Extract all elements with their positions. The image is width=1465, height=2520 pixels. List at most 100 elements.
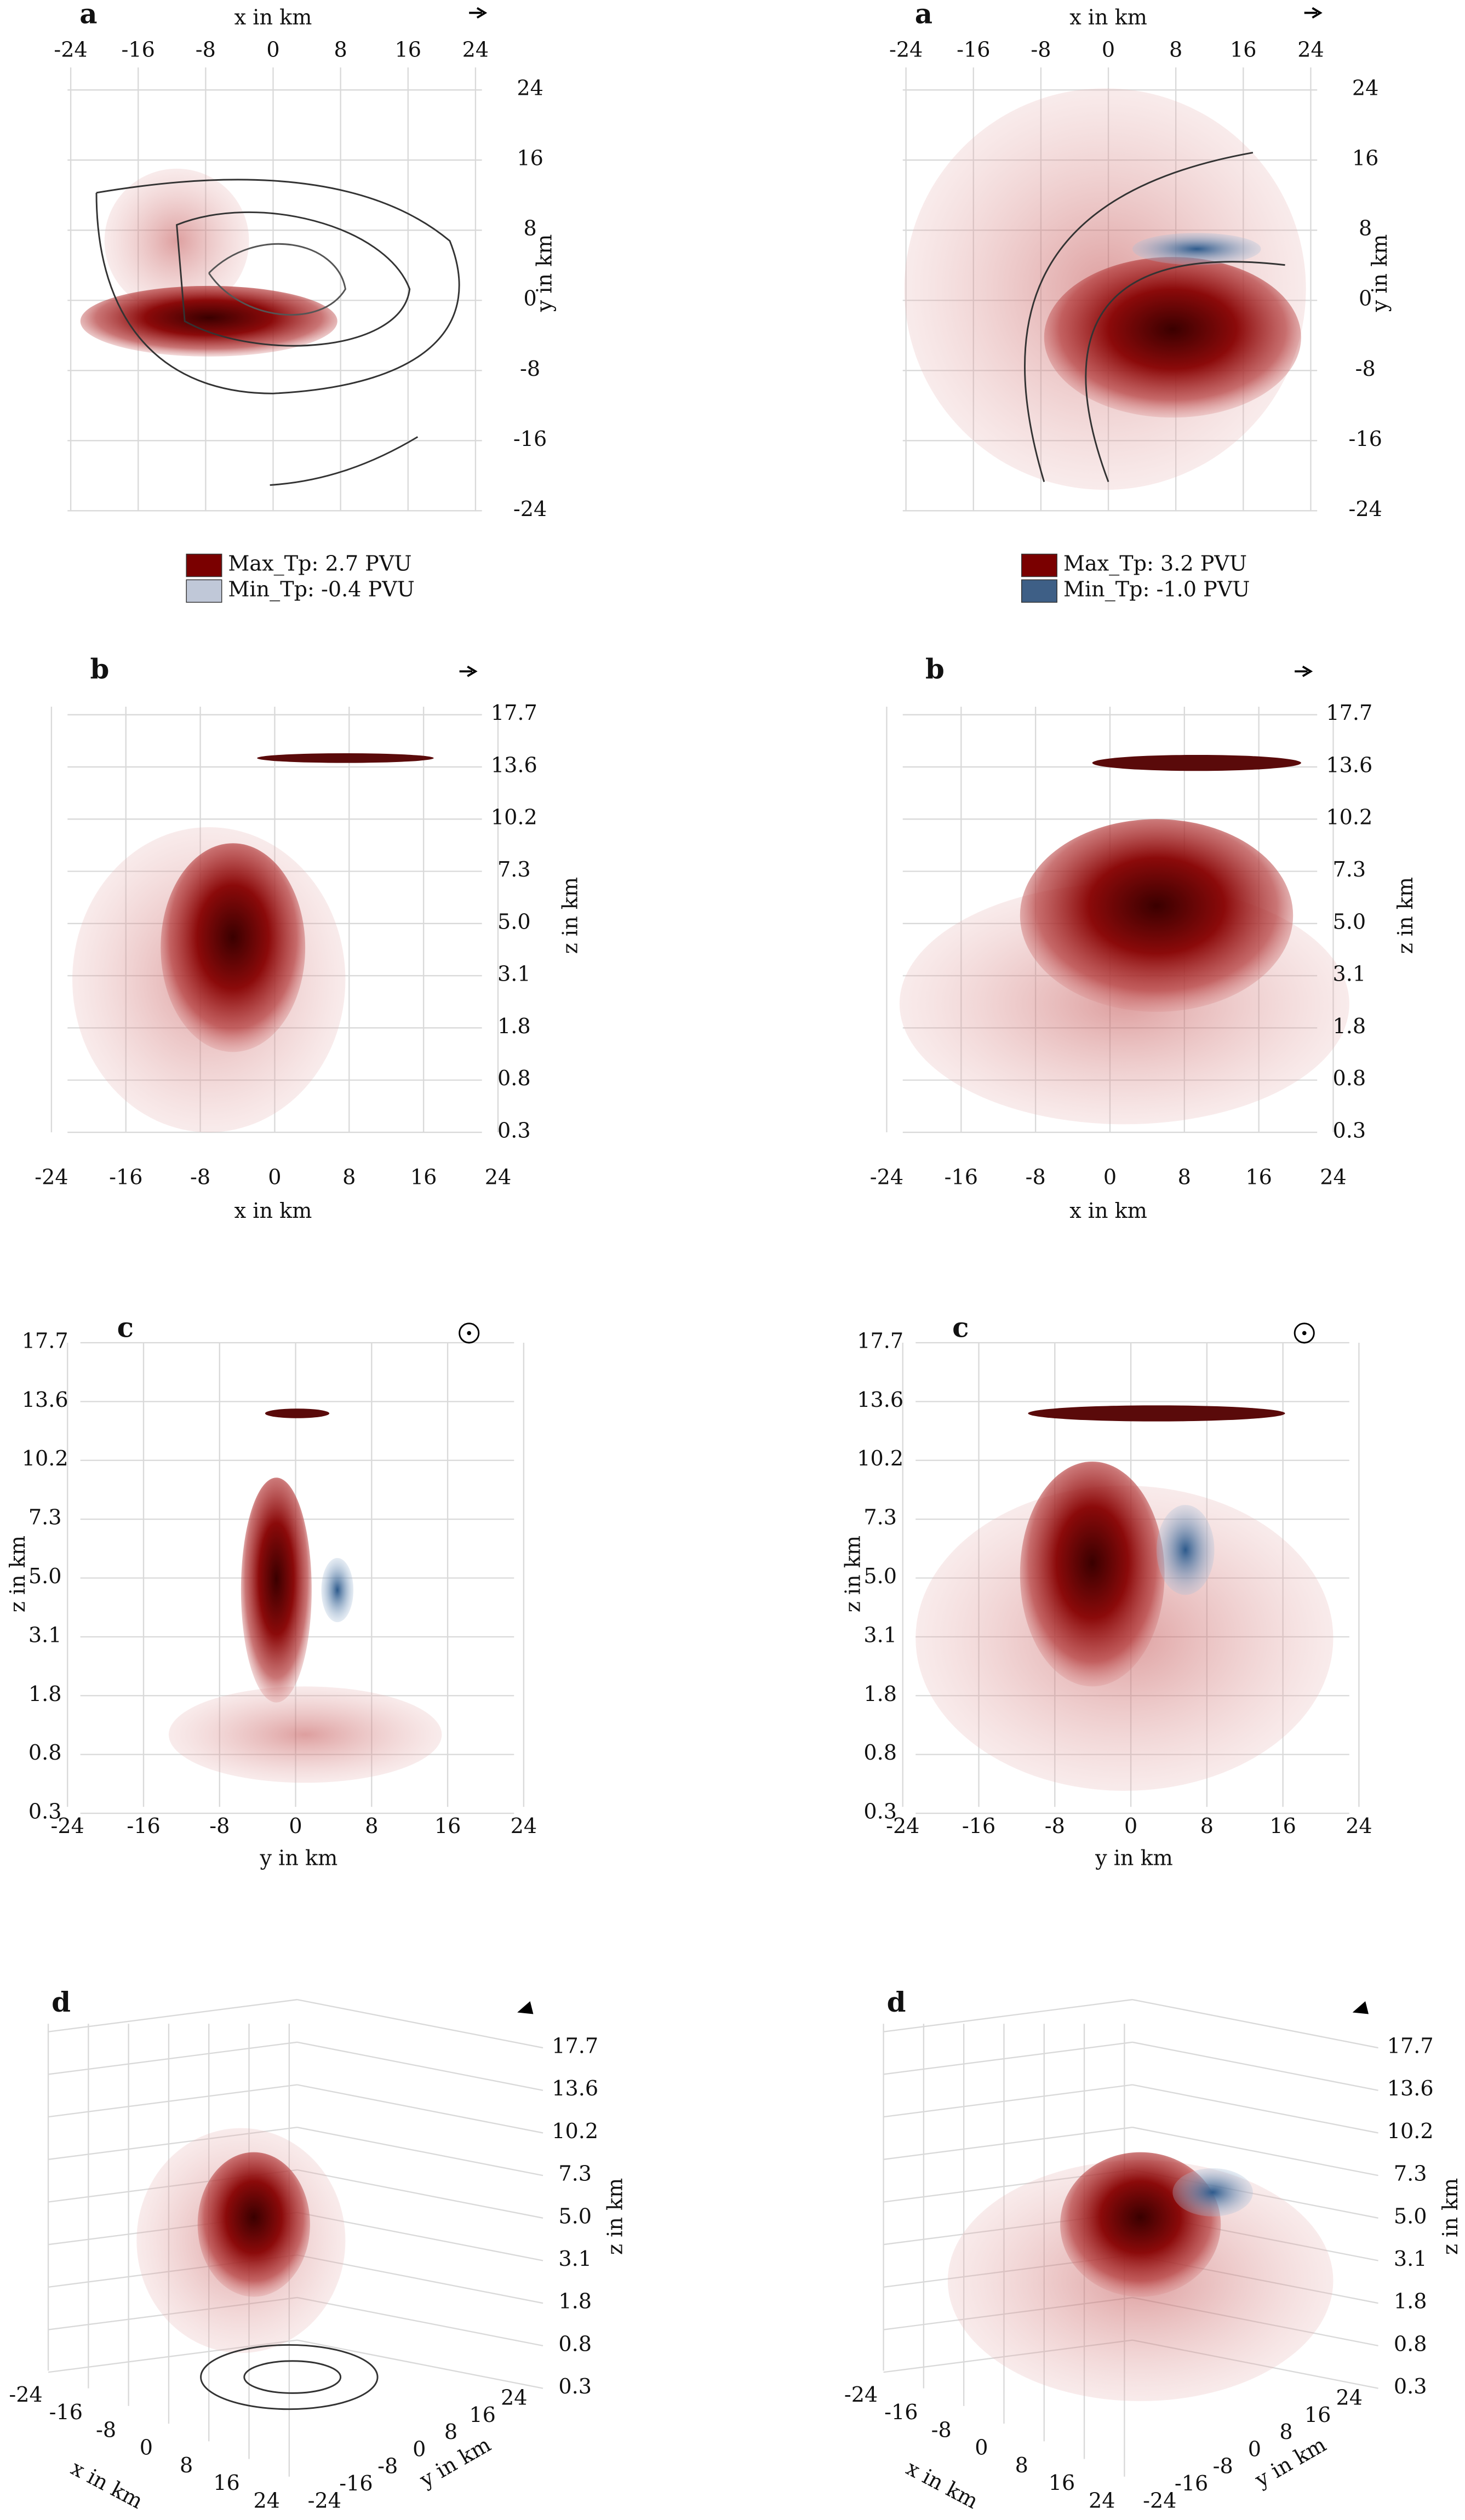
z-tick-label: 3.1: [1333, 962, 1366, 986]
z-tick-label: 17.7: [1387, 2034, 1434, 2058]
z-tick-label: 13.6: [552, 2076, 598, 2100]
z-tick-label: 0.3: [1333, 1118, 1366, 1142]
arrow: [469, 7, 488, 19]
grid-line: [883, 1998, 1133, 2032]
isosurface: [1020, 819, 1294, 1012]
panel-label: c: [952, 1311, 969, 1344]
z-tick-label: 1.8: [28, 1682, 62, 1706]
z-tick-label: 7.3: [28, 1505, 62, 1530]
x-tick-label: 16: [1049, 2471, 1075, 2495]
grid-line: [297, 2296, 543, 2347]
x-tick-label: -16: [122, 37, 155, 61]
y-tick-label: -8: [1045, 1814, 1065, 1838]
contour: [1024, 152, 1254, 482]
contour: [95, 179, 460, 394]
z-tick-label: 3.1: [558, 2247, 592, 2271]
y-tick-label: -24: [1348, 497, 1382, 521]
z-tick-label: 3.1: [1394, 2247, 1427, 2271]
y-tick-label: -16: [127, 1814, 160, 1838]
y-tick-label: -8: [377, 2454, 398, 2478]
isosurface: [168, 1686, 442, 1783]
y-tick-label: 8: [444, 2420, 457, 2444]
x-tick-label: -16: [109, 1165, 142, 1189]
z-tick-label: 17.7: [552, 2034, 598, 2058]
x-tick-label: 8: [1169, 37, 1182, 61]
y-tick-label: -8: [520, 357, 540, 381]
axis-title: z in km: [603, 2178, 627, 2255]
z-tick-label: 13.6: [1326, 753, 1372, 777]
isosurface: [257, 753, 434, 763]
y-tick-label: 0: [1359, 287, 1372, 311]
x-tick-label: -24: [9, 2382, 42, 2407]
x-tick-label: 8: [342, 1165, 356, 1189]
z-tick-label: 3.1: [497, 962, 531, 986]
y-tick-label: 24: [1346, 1814, 1372, 1838]
axis-title: x in km: [67, 2456, 147, 2513]
y-tick-label: 0: [523, 287, 536, 311]
z-tick-label: 10.2: [552, 2119, 598, 2143]
x-tick-label: 8: [1015, 2453, 1028, 2477]
y-tick-label: 8: [523, 216, 536, 240]
z-tick-label: 13.6: [491, 753, 537, 777]
z-tick-label: 0.3: [1394, 2374, 1427, 2398]
axis-title: z in km: [840, 1536, 865, 1612]
z-tick-label: 0.8: [558, 2332, 592, 2356]
x-tick-label: 0: [975, 2436, 988, 2460]
x-tick-label: -24: [35, 1165, 68, 1189]
z-tick-label: 10.2: [491, 805, 537, 829]
x-tick-label: -16: [49, 2400, 83, 2424]
isosurface: [104, 168, 249, 313]
isosurface: [241, 1477, 312, 1703]
panel-label: d: [51, 1986, 71, 2018]
y-tick-label: 24: [1336, 2386, 1363, 2410]
out-of-page-symbol: [467, 1331, 471, 1336]
y-tick-label: 0: [413, 2437, 426, 2461]
x-tick-label: -16: [957, 37, 990, 61]
arrow: [1352, 2001, 1369, 2014]
legend-label: Min_Tp: -0.4 PVU: [228, 577, 414, 602]
arrow: [1295, 666, 1313, 677]
x-tick-label: 0: [1102, 37, 1115, 61]
axis-title: z in km: [5, 1536, 30, 1612]
grid-line: [883, 2041, 1133, 2075]
grid-line: [1132, 1998, 1378, 2049]
y-tick-label: -16: [962, 1814, 995, 1838]
grid-line: [297, 1998, 543, 2049]
y-tick-label: 0: [1248, 2437, 1261, 2461]
grid-line: [1132, 2084, 1378, 2134]
y-tick-label: 0: [289, 1814, 302, 1838]
y-tick-label: -16: [339, 2471, 373, 2495]
x-tick-label: -8: [1031, 37, 1051, 61]
legend-label: Max_Tp: 2.7 PVU: [228, 551, 411, 576]
z-tick-label: 5.0: [558, 2204, 592, 2228]
isosurface: [197, 2152, 310, 2297]
y-tick-label: -24: [1143, 2488, 1176, 2512]
legend-swatch: [186, 579, 222, 603]
grid-line: [1132, 2127, 1378, 2177]
z-tick-label: 17.7: [491, 701, 537, 725]
axis-title: x in km: [234, 5, 312, 30]
x-tick-label: 0: [268, 1165, 281, 1189]
axis-title: x in km: [1069, 1199, 1147, 1223]
axis-title: z in km: [1438, 2178, 1462, 2255]
y-tick-label: -16: [1175, 2471, 1208, 2495]
z-tick-label: 7.3: [558, 2162, 592, 2186]
y-tick-label: 16: [469, 2403, 496, 2427]
isosurface: [161, 843, 306, 1052]
z-tick-label: 0.8: [1333, 1066, 1366, 1090]
x-tick-label: 24: [1089, 2488, 1115, 2512]
arrow: [1304, 7, 1323, 19]
grid-line: [48, 2041, 297, 2075]
panel-label: b: [925, 652, 945, 685]
axis-title: y in km: [1367, 234, 1392, 313]
y-tick-label: 16: [1304, 2403, 1331, 2427]
isosurface: [321, 1557, 354, 1623]
z-tick-label: 0.3: [863, 1800, 897, 1824]
z-tick-label: 1.8: [558, 2289, 592, 2313]
isosurface: [1092, 754, 1301, 771]
z-tick-label: 0.8: [1394, 2332, 1427, 2356]
isosurfaces: [72, 88, 1349, 2410]
x-tick-label: 8: [334, 37, 347, 61]
